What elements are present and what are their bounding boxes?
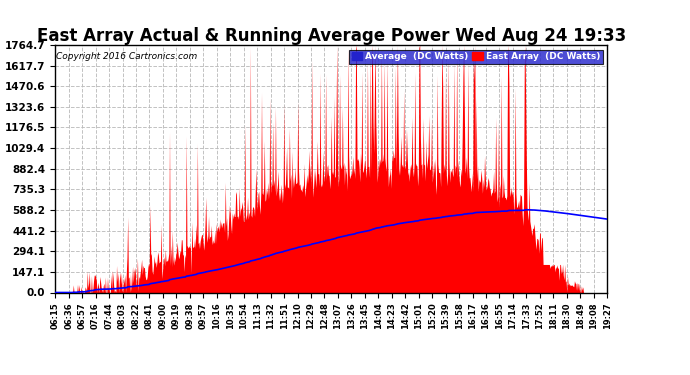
Legend: Average  (DC Watts), East Array  (DC Watts): Average (DC Watts), East Array (DC Watts… — [349, 50, 602, 64]
Title: East Array Actual & Running Average Power Wed Aug 24 19:33: East Array Actual & Running Average Powe… — [37, 27, 626, 45]
Text: Copyright 2016 Cartronics.com: Copyright 2016 Cartronics.com — [57, 53, 197, 62]
